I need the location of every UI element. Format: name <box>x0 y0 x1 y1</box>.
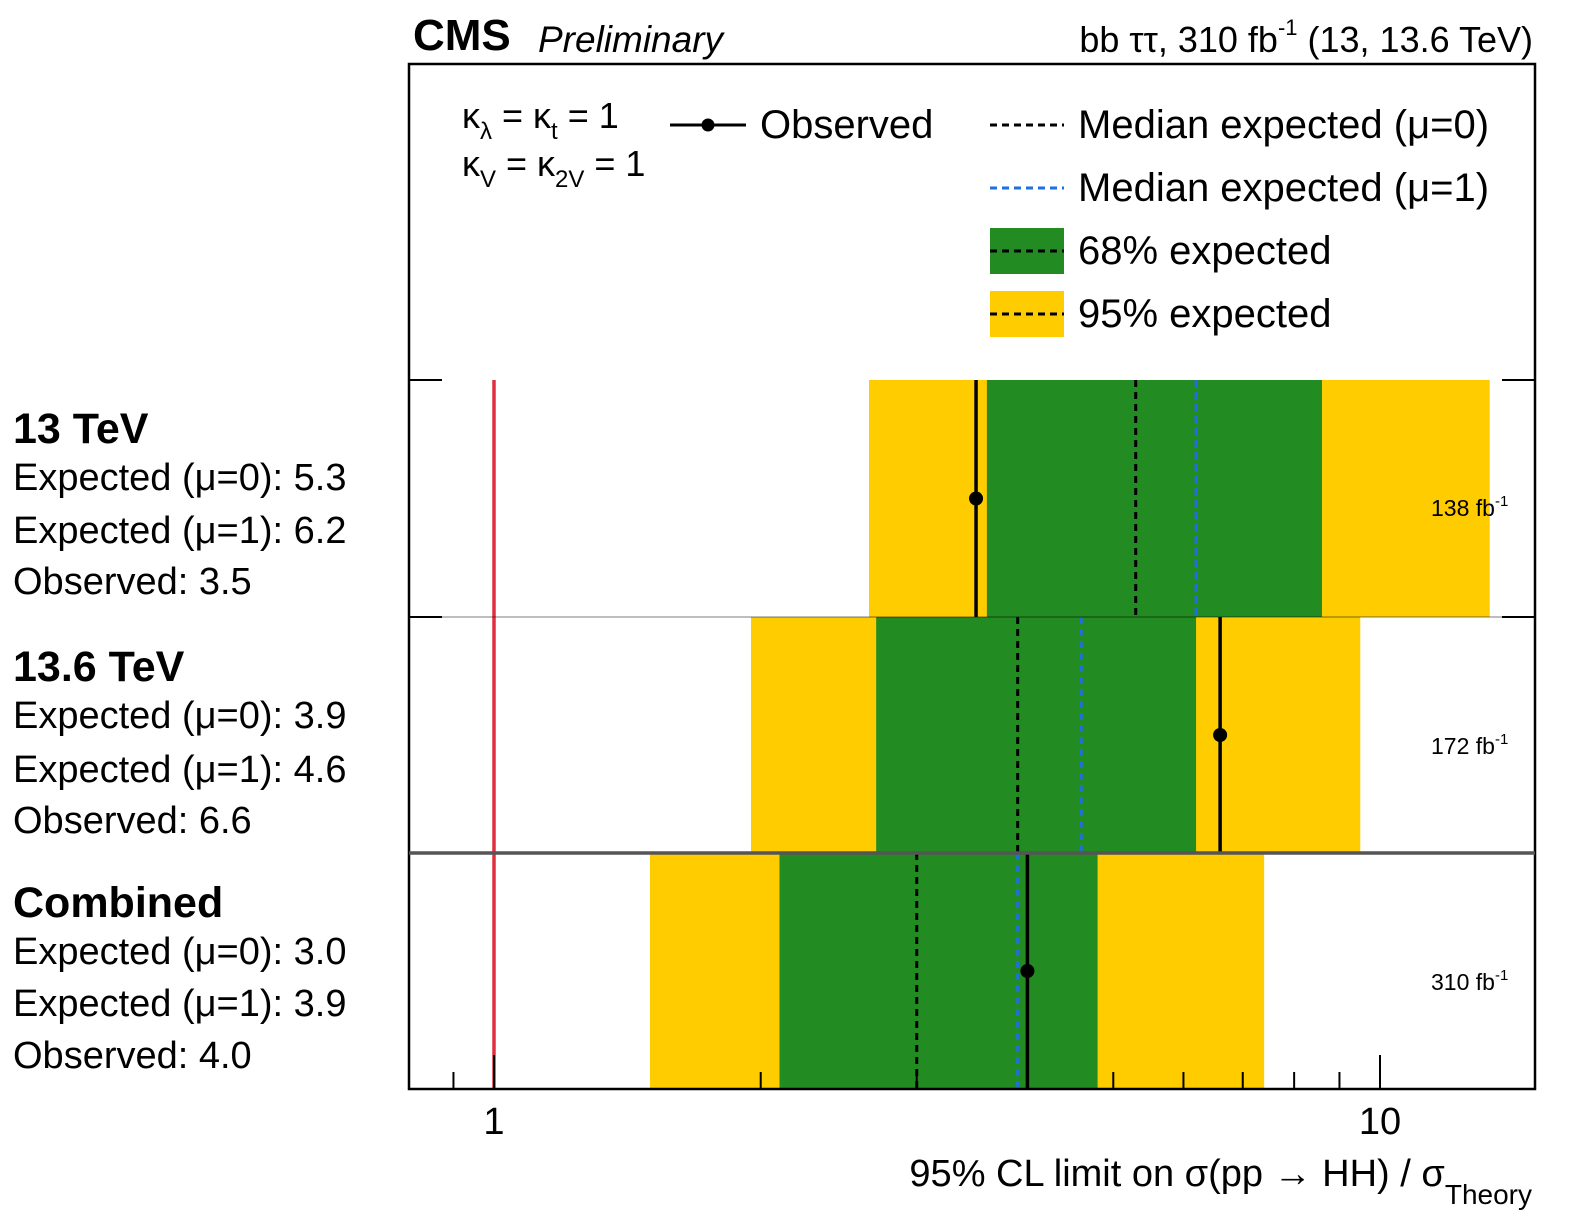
row-13tev-line-1: Expected (μ=0): 5.3 <box>13 457 346 499</box>
kappa-lambda-sub: λ <box>480 118 492 145</box>
row-136tev-title: 13.6 TeV <box>13 643 185 691</box>
status-label: Preliminary <box>538 19 726 60</box>
coupling-line-1: κλ = κt = 1 <box>462 95 619 145</box>
row-combined-line-2: Expected (μ=1): 3.9 <box>13 983 346 1025</box>
x-axis-title-sub: Theory <box>1445 1179 1532 1210</box>
row-labels: 13 TeV Expected (μ=0): 5.3 Expected (μ=1… <box>13 405 346 1077</box>
observed-marker-combined <box>1020 964 1035 978</box>
row-136tev-line-1: Expected (μ=0): 3.9 <box>13 695 346 737</box>
legend-median0-label: Median expected (μ=0) <box>1078 103 1489 147</box>
row-136tev-line-2: Expected (μ=1): 4.6 <box>13 749 346 791</box>
row-13tev-lumi-value: 138 fb <box>1431 495 1495 521</box>
legend-band95: 95% expected <box>990 291 1332 337</box>
plot-frame <box>407 62 1537 1091</box>
coupling-line-2-end: = 1 <box>584 143 645 184</box>
legend-observed-marker <box>701 118 715 132</box>
legend-band68-label: 68% expected <box>1078 229 1332 273</box>
coupling-line-2: κV = κ2V = 1 <box>462 143 645 193</box>
legend-band95-label: 95% expected <box>1078 292 1332 336</box>
kappa-v: κ <box>462 143 481 184</box>
row-combined-lumi-value: 310 fb <box>1431 969 1495 995</box>
band68-13tev <box>986 380 1322 617</box>
kappa-2v-sub: 2V <box>555 166 584 193</box>
lumi-header-suffix: (13, 13.6 TeV) <box>1298 19 1533 60</box>
row-combined-title: Combined <box>13 879 223 927</box>
row-combined-line-1: Expected (μ=0): 3.0 <box>13 931 346 973</box>
legend-observed: Observed <box>670 103 933 147</box>
legend-band68: 68% expected <box>990 228 1332 274</box>
row-13tev-lumi: 138 fb-1 <box>1431 493 1508 521</box>
row-13tev-line-2: Expected (μ=1): 6.2 <box>13 510 346 552</box>
experiment-label: CMS <box>413 11 511 60</box>
row-13tev-lumi-exp: -1 <box>1495 493 1508 510</box>
x-tick-label-1: 1 <box>483 1101 504 1143</box>
x-axis-ticks <box>452 1055 1381 1089</box>
x-tick-label-10: 10 <box>1359 1101 1401 1143</box>
row-lumi-labels: 138 fb-1 172 fb-1 310 fb-1 <box>1431 493 1508 995</box>
kappa-lambda: κ <box>462 95 481 136</box>
lumi-header: bb ττ, 310 fb-1 (13, 13.6 TeV) <box>1079 15 1533 60</box>
legend-median1: Median expected (μ=1) <box>990 166 1489 210</box>
row-13tev-line-3: Observed: 3.5 <box>13 561 252 603</box>
coupling-line-1-end: = 1 <box>558 95 619 136</box>
kappa-v-sub: V <box>480 166 496 193</box>
legend: Observed Median expected (μ=0) Median ex… <box>670 103 1489 337</box>
line-layer <box>492 380 1228 1089</box>
row-combined-lumi: 310 fb-1 <box>1431 967 1508 995</box>
kappa-2v: = κ <box>496 143 556 184</box>
kappa-t-sub: t <box>551 118 558 145</box>
legend-observed-label: Observed <box>760 103 933 147</box>
band68-136tev <box>876 617 1197 853</box>
band-layer <box>650 380 1490 1089</box>
row-136tev-lumi-value: 172 fb <box>1431 733 1495 759</box>
row-136tev-lumi-exp: -1 <box>1495 731 1508 748</box>
row-136tev-lumi: 172 fb-1 <box>1431 731 1508 759</box>
row-13tev-title: 13 TeV <box>13 405 149 453</box>
legend-median0: Median expected (μ=0) <box>990 103 1489 147</box>
lumi-header-prefix: bb ττ, 310 fb <box>1079 19 1278 60</box>
row-combined-lumi-exp: -1 <box>1495 967 1508 984</box>
x-axis-title-main: 95% CL limit on σ(pp → HH) / σ <box>909 1153 1444 1195</box>
row-combined-line-3: Observed: 4.0 <box>13 1035 252 1077</box>
x-axis-title: 95% CL limit on σ(pp → HH) / σTheory <box>909 1153 1532 1210</box>
observed-marker-136tev <box>1213 728 1228 742</box>
observed-marker-13tev <box>969 491 984 506</box>
y-ticks <box>409 379 1535 618</box>
lumi-header-exp: -1 <box>1278 15 1298 40</box>
band68-combined <box>779 853 1098 1089</box>
row-136tev-line-3: Observed: 6.6 <box>13 800 252 842</box>
kappa-t: = κ <box>492 95 552 136</box>
legend-median1-label: Median expected (μ=1) <box>1078 166 1489 210</box>
